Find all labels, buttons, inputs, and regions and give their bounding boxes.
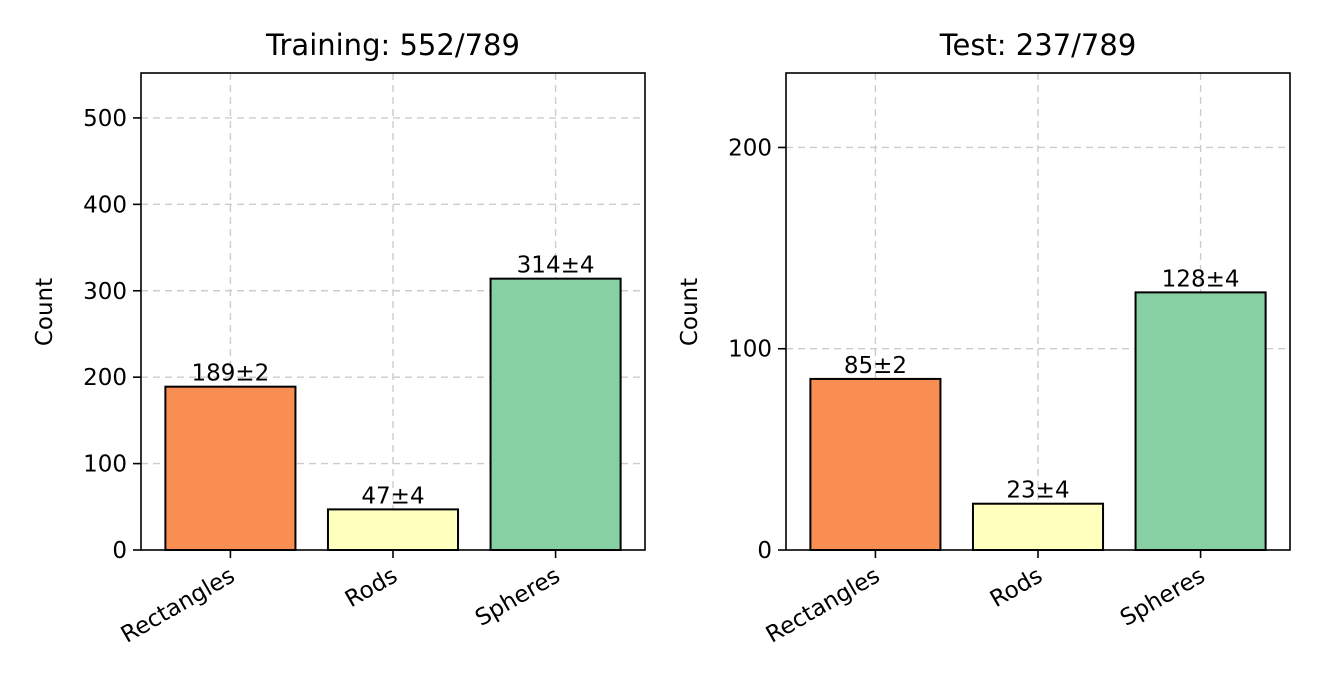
- training-bars: 189±2 47±4 314±4: [164, 253, 622, 551]
- training-bar-rectangles: [164, 385, 297, 551]
- training-y-tick-label: 100: [83, 452, 127, 478]
- test-x-tick-label-rectangles: Rectangles: [762, 563, 885, 649]
- training-y-axis-label: Count: [32, 278, 58, 346]
- test-chart-title: Test: 237/789: [939, 28, 1137, 62]
- test-value-label-rectangles: 85±2: [844, 353, 907, 379]
- training-y-tick-label: 400: [83, 192, 127, 218]
- test-x-tick-label-rods: Rods: [986, 563, 1047, 613]
- training-bar-spheres: [489, 277, 622, 551]
- test-bar-rods: [971, 502, 1105, 551]
- test-y-tick-label: 200: [728, 135, 772, 161]
- test-value-label-spheres: 128±4: [1162, 266, 1240, 292]
- test-bar-rectangles: [809, 377, 942, 551]
- test-value-label-rods: 23±4: [1006, 478, 1069, 504]
- test-x-tick-label-spheres: Spheres: [1116, 563, 1210, 632]
- training-y-tick-label: 300: [83, 279, 127, 305]
- training-y-tick-label: 500: [83, 106, 127, 132]
- training-y-tick-label: 200: [83, 365, 127, 391]
- training-x-tick-label-rods: Rods: [341, 563, 402, 613]
- training-value-label-spheres: 314±4: [517, 253, 595, 279]
- training-value-label-rods: 47±4: [361, 483, 424, 509]
- test-bar-spheres: [1134, 291, 1267, 551]
- training-y-tick-label: 0: [112, 538, 127, 564]
- test-bars: 85±2 23±4 128±4: [809, 266, 1267, 551]
- training-value-label-rectangles: 189±2: [192, 361, 270, 387]
- training-x-tick-label-rectangles: Rectangles: [117, 563, 240, 649]
- test-y-tick-label: 100: [728, 337, 772, 363]
- training-x-tick-label-spheres: Spheres: [471, 563, 565, 632]
- training-chart-title: Training: 552/789: [265, 28, 520, 62]
- training-panel: Training: 552/789 Count 189±2 47±4 314±4 0…: [32, 28, 646, 649]
- test-y-tick-label: 0: [757, 538, 772, 564]
- test-panel: Test: 237/789 Count 85±2 23±4 128±4 0 100 20…: [677, 28, 1291, 649]
- test-y-axis-label: Count: [677, 278, 703, 346]
- training-bar-rods: [326, 508, 460, 551]
